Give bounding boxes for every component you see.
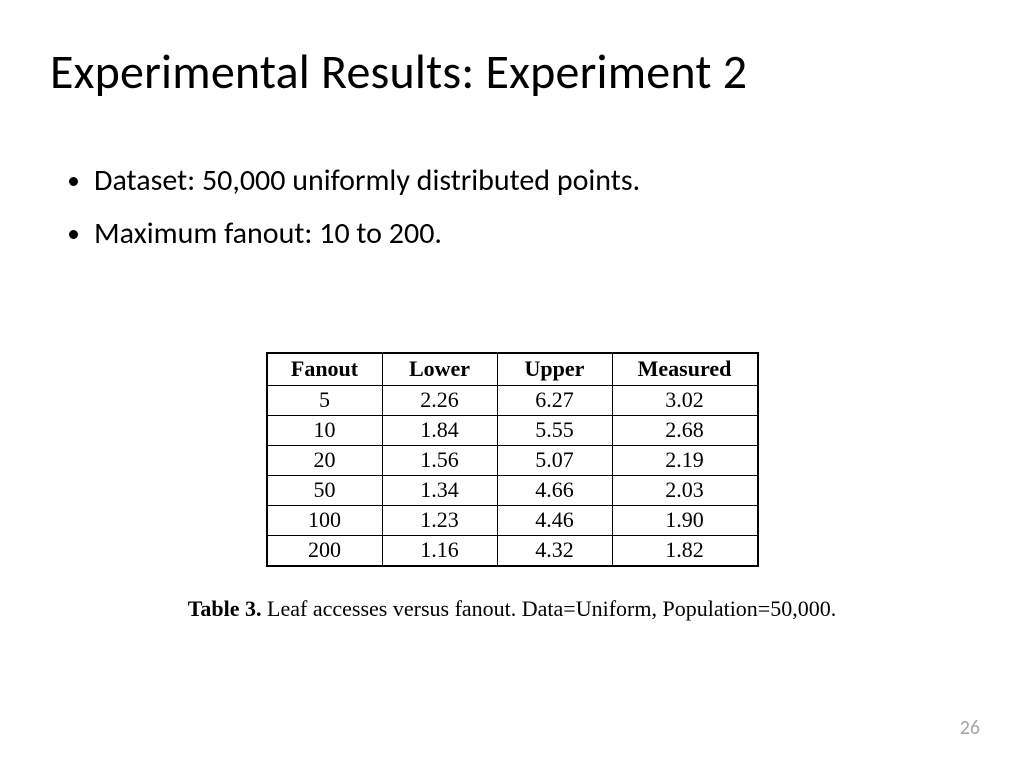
cell: 100: [267, 506, 383, 536]
cell: 20: [267, 446, 383, 476]
cell: 2.03: [612, 476, 758, 506]
cell: 1.56: [382, 446, 497, 476]
cell: 6.27: [497, 386, 612, 416]
bullet-item: Dataset: 50,000 uniformly distributed po…: [94, 158, 964, 205]
table-container: Fanout Lower Upper Measured 5 2.26 6.27 …: [0, 352, 1024, 567]
cell: 1.34: [382, 476, 497, 506]
table-row: 20 1.56 5.07 2.19: [267, 446, 758, 476]
cell: 200: [267, 536, 383, 567]
table-row: 100 1.23 4.46 1.90: [267, 506, 758, 536]
cell: 2.19: [612, 446, 758, 476]
table-row: 50 1.34 4.66 2.03: [267, 476, 758, 506]
caption-text: Leaf accesses versus fanout. Data=Unifor…: [262, 596, 837, 621]
table-row: 200 1.16 4.32 1.82: [267, 536, 758, 567]
table-header-row: Fanout Lower Upper Measured: [267, 353, 758, 386]
slide-title: Experimental Results: Experiment 2: [50, 42, 747, 101]
cell: 4.66: [497, 476, 612, 506]
col-header-measured: Measured: [612, 353, 758, 386]
cell: 4.46: [497, 506, 612, 536]
cell: 1.23: [382, 506, 497, 536]
cell: 1.82: [612, 536, 758, 567]
results-table: Fanout Lower Upper Measured 5 2.26 6.27 …: [266, 352, 759, 567]
cell: 1.16: [382, 536, 497, 567]
slide: Experimental Results: Experiment 2 Datas…: [0, 0, 1024, 768]
table-caption: Table 3. Leaf accesses versus fanout. Da…: [0, 596, 1024, 622]
cell: 5.55: [497, 416, 612, 446]
cell: 50: [267, 476, 383, 506]
col-header-lower: Lower: [382, 353, 497, 386]
cell: 5.07: [497, 446, 612, 476]
col-header-fanout: Fanout: [267, 353, 383, 386]
col-header-upper: Upper: [497, 353, 612, 386]
table-row: 5 2.26 6.27 3.02: [267, 386, 758, 416]
cell: 2.26: [382, 386, 497, 416]
table-row: 10 1.84 5.55 2.68: [267, 416, 758, 446]
cell: 4.32: [497, 536, 612, 567]
cell: 1.84: [382, 416, 497, 446]
bullet-item: Maximum fanout: 10 to 200.: [94, 211, 964, 258]
cell: 1.90: [612, 506, 758, 536]
cell: 10: [267, 416, 383, 446]
caption-label: Table 3.: [188, 596, 262, 621]
cell: 5: [267, 386, 383, 416]
bullet-list: Dataset: 50,000 uniformly distributed po…: [60, 158, 964, 263]
cell: 3.02: [612, 386, 758, 416]
cell: 2.68: [612, 416, 758, 446]
page-number: 26: [960, 716, 980, 740]
